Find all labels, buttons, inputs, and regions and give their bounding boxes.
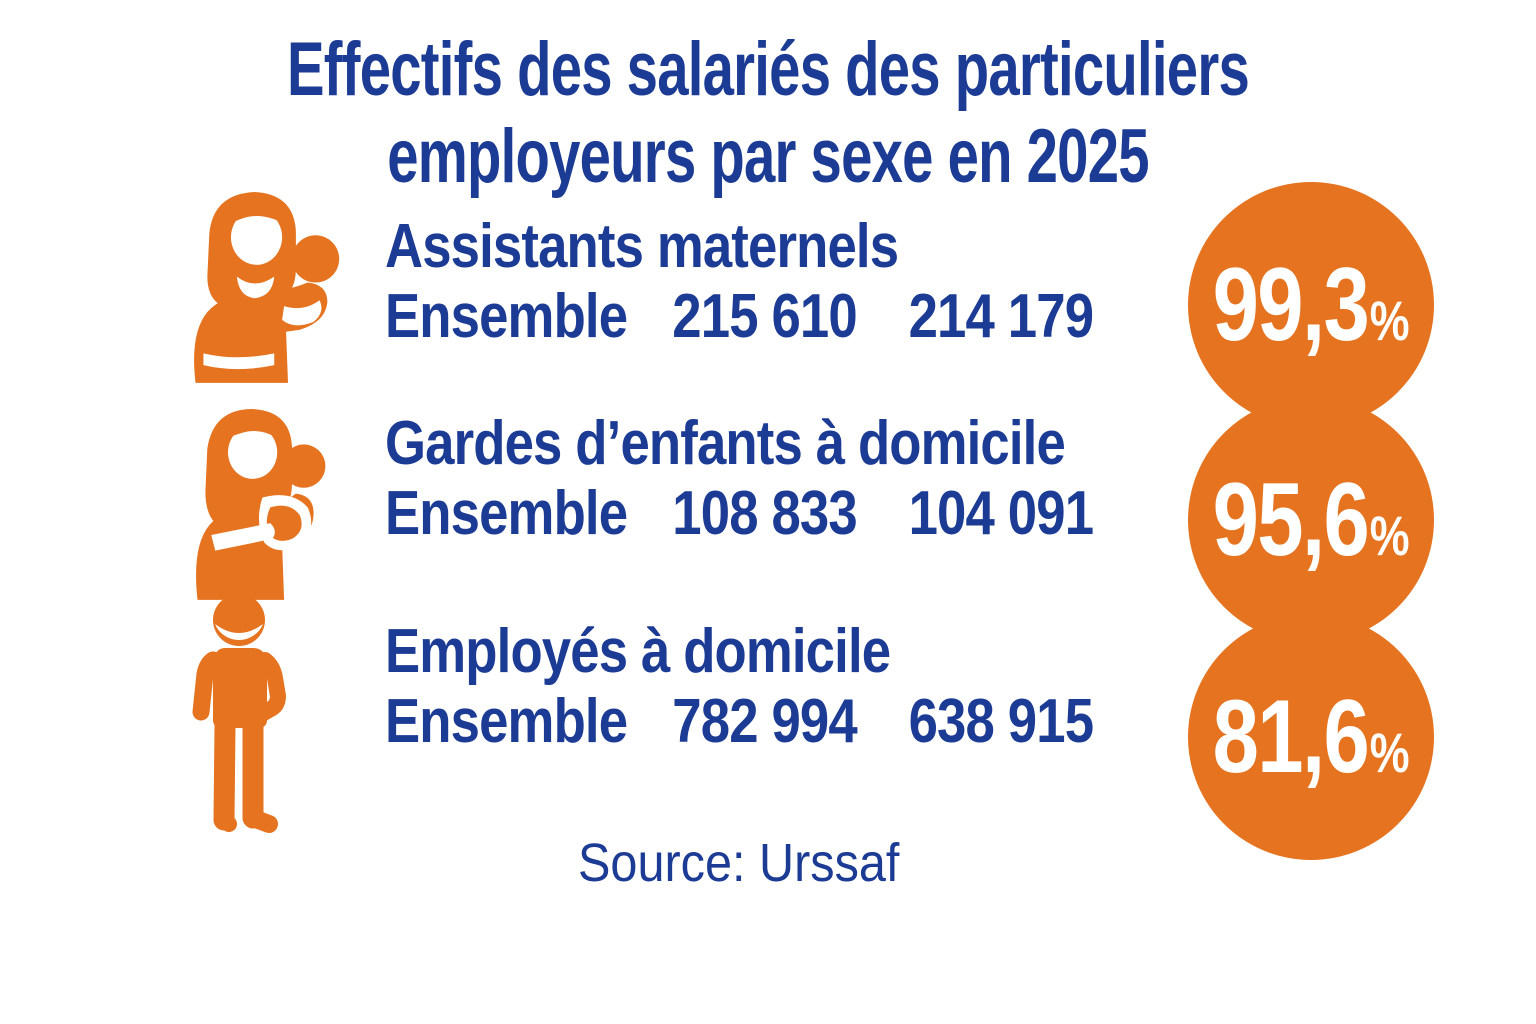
page-title-line-2: employeurs par sexe en 2025 — [387, 114, 1149, 200]
value-first: 782 994 — [672, 687, 857, 756]
caregiver-with-baby-icon — [168, 176, 350, 392]
group-label: Ensemble — [385, 282, 628, 351]
percent-value: 95,6 — [1212, 462, 1370, 578]
page-title: Effectifs des salariés des particuliers … — [200, 26, 1337, 201]
source-caption: Source: Urssaf — [578, 833, 900, 893]
value-second: 104 091 — [908, 479, 1094, 548]
value-first: 215 610 — [672, 282, 857, 351]
percent-sign-icon: % — [1369, 721, 1410, 784]
value-second: 638 915 — [908, 687, 1094, 756]
page-title-line-1: Effectifs des salariés des particuliers — [286, 27, 1250, 112]
category-label-assistants-maternels: Assistants maternels — [385, 212, 899, 281]
percent-value: 99,3 — [1212, 247, 1370, 363]
percent-sign-icon: % — [1369, 289, 1410, 352]
percent-value: 81,6 — [1212, 679, 1370, 795]
percentage-badge-employes-domicile: 81,6% — [1188, 614, 1434, 860]
caregiver-with-child-icon — [168, 394, 350, 608]
values-row-gardes-enfants: Ensemble 108 833 104 091 — [385, 479, 1094, 548]
value-second: 214 179 — [908, 282, 1094, 351]
group-label: Ensemble — [385, 479, 628, 548]
category-label-gardes-enfants: Gardes d’enfants à domicile — [385, 409, 1066, 478]
values-row-assistants-maternels: Ensemble 215 610 214 179 — [385, 282, 1094, 351]
standing-person-icon — [183, 590, 301, 842]
values-row-employes-domicile: Ensemble 782 994 638 915 — [385, 687, 1094, 756]
category-label-employes-domicile: Employés à domicile — [385, 617, 891, 686]
percentage-text: 81,6% — [1213, 685, 1410, 789]
percent-sign-icon: % — [1369, 504, 1410, 567]
percentage-badge-gardes-enfants: 95,6% — [1188, 397, 1434, 643]
group-label: Ensemble — [385, 687, 628, 756]
percentage-badge-assistants-maternels: 99,3% — [1188, 182, 1434, 428]
percentage-text: 95,6% — [1213, 468, 1410, 572]
value-first: 108 833 — [672, 479, 857, 548]
percentage-text: 99,3% — [1213, 253, 1410, 357]
